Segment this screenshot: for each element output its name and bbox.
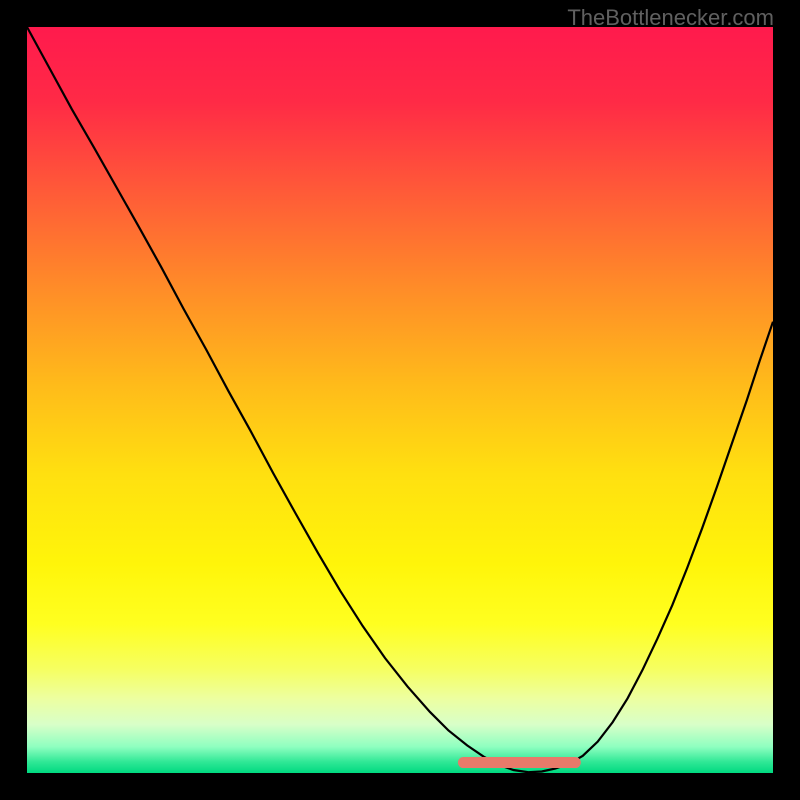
watermark-text: TheBottlenecker.com — [567, 5, 774, 31]
bottleneck-curve — [27, 27, 773, 772]
curve-layer — [27, 27, 773, 773]
plot-area — [27, 27, 773, 773]
